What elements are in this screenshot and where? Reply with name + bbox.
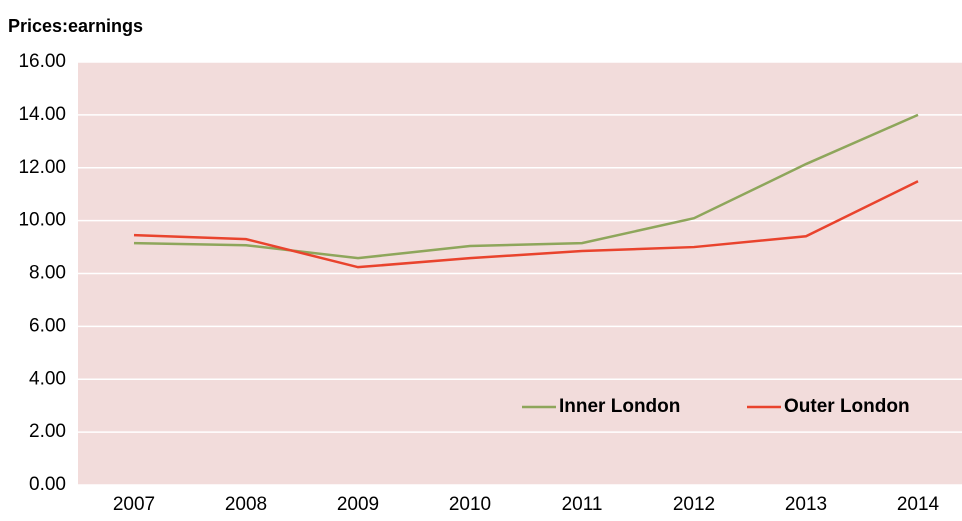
line-series [133,180,919,269]
y-tick-label: 10.00 [18,210,66,231]
x-tick-label: 2010 [449,494,491,515]
y-tick-label: 14.00 [18,104,66,125]
x-tick-label: 2014 [897,494,940,515]
x-tick-label: 2012 [673,494,715,515]
y-tick-label: 2.00 [29,421,66,442]
y-tick-label: 4.00 [29,368,66,389]
x-tick-label: 2009 [337,494,379,515]
legend-label: Outer London [784,396,910,417]
x-tick-label: 2013 [785,494,827,515]
x-tick-label: 2007 [113,494,155,515]
y-tick-label: 16.00 [18,51,66,72]
x-tick-label: 2008 [225,494,267,515]
y-tick-label: 12.00 [18,157,66,178]
y-tick-label: 8.00 [29,263,66,284]
line-series [133,113,919,260]
y-tick-label: 0.00 [29,474,66,495]
legend-label: Inner London [559,396,680,417]
x-tick-label: 2011 [562,494,603,515]
chart-title: Prices:earnings [8,16,143,36]
y-tick-label: 6.00 [29,315,66,336]
